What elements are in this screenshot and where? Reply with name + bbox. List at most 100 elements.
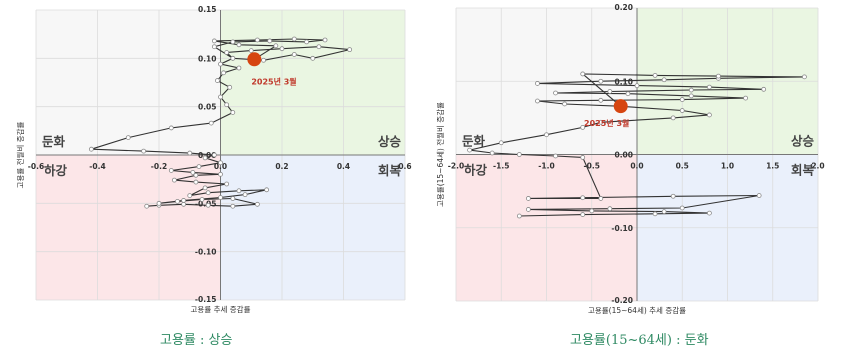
data-point bbox=[181, 201, 187, 207]
data-point bbox=[279, 46, 285, 52]
x-tick-label: 0.0 bbox=[214, 162, 227, 171]
data-point bbox=[230, 203, 236, 209]
data-point bbox=[254, 201, 260, 207]
data-point bbox=[652, 72, 658, 78]
data-point bbox=[187, 193, 193, 199]
data-point bbox=[221, 70, 226, 76]
x-tick-label: 0.6 bbox=[398, 162, 411, 171]
x-tick-label: -0.6 bbox=[28, 162, 44, 171]
x-tick-label: 0.2 bbox=[275, 162, 288, 171]
x-tick-label: -0.4 bbox=[89, 162, 105, 171]
chart-right: -2.0 -1.5 -1.0 -0.5 0.0 0.5 1.0 1.5 2.0 0.20 0.10 0… bbox=[435, 3, 825, 315]
data-point bbox=[193, 179, 199, 185]
data-point bbox=[498, 140, 504, 146]
highlight-point bbox=[247, 52, 262, 67]
y-tick-label: -0.10 bbox=[195, 248, 217, 257]
data-point bbox=[316, 44, 322, 50]
highlight-label: 2025년 3월 bbox=[251, 76, 296, 86]
data-point bbox=[202, 185, 208, 191]
data-point bbox=[688, 87, 694, 93]
data-point bbox=[553, 90, 558, 96]
data-point bbox=[218, 195, 223, 200]
y-axis-title: 고용률(15~64세) 전월비 증감률 bbox=[435, 102, 445, 207]
data-point bbox=[467, 147, 472, 153]
data-point bbox=[291, 52, 297, 57]
x-axis-title: 고용률 추세 증감률 bbox=[191, 304, 251, 314]
x-tick-label: -1.5 bbox=[493, 162, 509, 171]
data-point bbox=[227, 84, 233, 90]
data-point bbox=[347, 47, 353, 53]
data-point bbox=[230, 110, 236, 115]
y-tick-label: 0.15 bbox=[198, 5, 217, 14]
quadrant-label-lower-right: 회복 bbox=[791, 163, 815, 178]
data-point bbox=[208, 120, 214, 126]
quadrant-upper-right-bg bbox=[220, 10, 405, 155]
data-point bbox=[261, 57, 266, 63]
data-point bbox=[230, 55, 236, 61]
data-point bbox=[562, 101, 568, 107]
x-tick-label: -1.0 bbox=[538, 162, 554, 171]
x-tick-label: 0.5 bbox=[676, 162, 689, 171]
data-point bbox=[291, 36, 297, 42]
data-point bbox=[242, 192, 248, 198]
data-point bbox=[224, 181, 230, 187]
data-point bbox=[716, 73, 721, 79]
caption-left: 고용률 : 상승 bbox=[160, 333, 233, 348]
data-point bbox=[264, 187, 270, 193]
y-tick-label: -0.10 bbox=[611, 224, 633, 233]
data-point bbox=[190, 169, 196, 175]
quadrant-upper-left-bg bbox=[36, 10, 221, 155]
x-tick-label: 0.0 bbox=[630, 162, 643, 171]
x-tick-label: -0.2 bbox=[151, 162, 167, 171]
data-point bbox=[598, 119, 604, 125]
data-point bbox=[218, 61, 223, 67]
data-point bbox=[661, 209, 667, 215]
data-point bbox=[196, 164, 202, 170]
quadrant-lower-right-bg bbox=[220, 155, 405, 300]
data-point bbox=[254, 37, 260, 43]
data-point bbox=[688, 93, 694, 99]
quadrant-label-upper-left: 둔화 bbox=[42, 134, 66, 149]
data-point bbox=[205, 190, 211, 196]
data-point bbox=[706, 210, 712, 216]
data-point bbox=[236, 65, 242, 71]
data-point bbox=[706, 112, 712, 118]
highlight-label: 2025년 3월 bbox=[584, 118, 629, 128]
data-point bbox=[141, 148, 147, 154]
data-point bbox=[230, 196, 236, 201]
data-point bbox=[516, 213, 522, 219]
data-point bbox=[580, 155, 586, 160]
data-point bbox=[322, 37, 328, 43]
data-point bbox=[634, 83, 640, 89]
quadrant-label-upper-left: 둔화 bbox=[462, 134, 486, 149]
y-tick-label: 0.00 bbox=[198, 151, 217, 160]
data-point bbox=[215, 78, 220, 83]
y-tick-label: 0.10 bbox=[198, 54, 217, 63]
data-point bbox=[535, 81, 540, 86]
data-point bbox=[88, 146, 94, 152]
y-tick-label: -0.05 bbox=[195, 199, 217, 208]
x-axis-title: 고용률(15~64세) 추세 증감률 bbox=[588, 305, 686, 315]
data-point bbox=[580, 212, 586, 217]
data-point bbox=[607, 89, 613, 94]
data-point bbox=[267, 38, 273, 44]
x-tick-label: -2.0 bbox=[448, 162, 464, 171]
y-tick-label: 0.00 bbox=[614, 151, 633, 160]
data-point bbox=[489, 150, 495, 156]
data-point bbox=[236, 42, 242, 48]
data-point bbox=[580, 195, 586, 201]
data-point bbox=[598, 97, 604, 103]
chart-left: -0.6 -0.4 -0.2 0.0 0.2 0.4 0.6 0.15 0.10 0.05 0.00… bbox=[15, 5, 412, 314]
data-point bbox=[224, 102, 230, 108]
data-point bbox=[670, 115, 676, 121]
data-point bbox=[526, 207, 531, 212]
data-point bbox=[625, 91, 631, 97]
y-axis-title: 고용률 전월비 증감률 bbox=[15, 121, 25, 188]
y-tick-label: 0.05 bbox=[198, 103, 217, 112]
data-point bbox=[211, 38, 217, 44]
data-point bbox=[679, 205, 685, 211]
data-point bbox=[756, 193, 762, 198]
data-point bbox=[273, 43, 279, 49]
data-point bbox=[516, 152, 522, 157]
quadrant-label-upper-right: 상승 bbox=[378, 134, 402, 149]
